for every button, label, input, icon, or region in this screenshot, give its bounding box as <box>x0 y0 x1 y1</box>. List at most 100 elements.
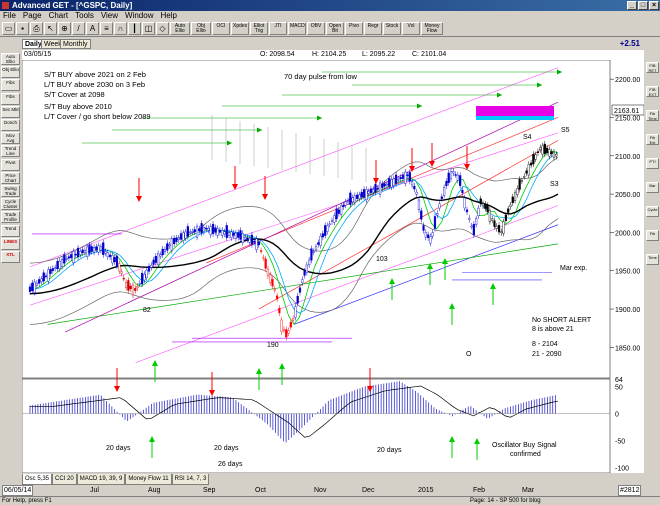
right-tool-4[interactable]: PTI <box>646 158 659 169</box>
tool-obv[interactable]: OBV <box>307 22 325 35</box>
sidebar-tool-12[interactable]: Trade Profile <box>1 211 20 224</box>
sidebar-tool-14[interactable]: LINES <box>1 237 20 250</box>
tool-stock[interactable]: Stock <box>383 22 401 35</box>
candle-body <box>479 198 482 205</box>
candle-body <box>44 275 48 278</box>
tool-obj-ellio[interactable]: Obj Ellio <box>191 22 211 35</box>
tool-money-flow[interactable]: Money Flow <box>421 22 443 35</box>
right-tool-3[interactable]: Fib Ext <box>646 134 659 145</box>
candle-body <box>92 247 96 253</box>
menu-window[interactable]: Window <box>125 11 154 20</box>
tab-monthly[interactable]: Monthly <box>60 39 91 49</box>
text-icon[interactable]: A <box>86 22 99 35</box>
sidebar-tool-9[interactable]: Price Chart <box>1 171 20 184</box>
right-tool-1[interactable]: FIB EXT <box>646 86 659 97</box>
save-icon[interactable]: ▪ <box>16 22 29 35</box>
sell-arrowhead <box>209 390 215 396</box>
candle-body <box>390 179 393 188</box>
candle-body <box>447 172 450 184</box>
sell-arrowhead <box>464 164 470 170</box>
sidebar-tool-4[interactable]: Sec Mkt <box>1 105 20 118</box>
cycle-icon[interactable]: ∩ <box>114 22 127 35</box>
pulse-arrowhead <box>497 92 502 98</box>
sidebar-tool-13[interactable]: Trend <box>1 224 20 237</box>
sidebar-tool-7[interactable]: Trend Line <box>1 145 20 158</box>
candle-body <box>136 286 139 288</box>
tab-money-flow[interactable]: Money Flow 11 <box>125 474 172 485</box>
print-icon[interactable]: ⎙ <box>30 22 43 35</box>
sidebar-tool-8[interactable]: Pivot <box>1 158 20 171</box>
menu-file[interactable]: File <box>3 11 16 20</box>
candle-body <box>250 234 254 245</box>
tab-macd[interactable]: MACD 19, 39, 9 <box>76 474 126 485</box>
osc-signal-line <box>30 385 559 438</box>
fib-icon[interactable]: ≡ <box>100 22 113 35</box>
candle-body <box>179 233 183 240</box>
tool-pivo[interactable]: Pivo <box>345 22 363 35</box>
candle-body <box>127 280 130 291</box>
sidebar-tool-0[interactable]: Auto Ellio <box>1 53 20 65</box>
sidebar-tool-5[interactable]: Donch <box>1 119 20 131</box>
sidebar-tool-1[interactable]: Obj Ellio <box>1 66 20 79</box>
candle-body <box>97 245 100 253</box>
tool-oci[interactable]: OCI <box>212 22 230 35</box>
candle-body <box>182 232 185 241</box>
tab-osc[interactable]: Osc 5,35 <box>22 474 53 485</box>
tool-elliot-trig[interactable]: Elliot Trig <box>250 22 268 35</box>
candle-body <box>317 242 320 245</box>
tool-auto-ellio[interactable]: Auto Ellio <box>170 22 190 35</box>
candle-body <box>529 162 533 166</box>
menu-page[interactable]: Page <box>22 11 42 20</box>
bar-icon[interactable]: ┃ <box>128 22 141 35</box>
cursor-icon[interactable]: ↖ <box>44 22 57 35</box>
candle-body <box>296 295 299 304</box>
osc-tick-label: 50 <box>615 385 623 392</box>
right-tool-2[interactable]: Fib Time <box>646 110 659 121</box>
trend-line <box>47 243 559 325</box>
menu-tools[interactable]: Tools <box>75 11 94 20</box>
sidebar-tool-11[interactable]: Cycle Cluster <box>1 198 20 211</box>
tool-open-bit[interactable]: Open Bit <box>326 22 344 35</box>
tab-rsi[interactable]: RSI 14, 7, 3 <box>171 474 210 485</box>
menu-chart[interactable]: Chart <box>48 11 69 20</box>
pivot-icon[interactable]: ◇ <box>156 22 169 35</box>
sidebar-tool-2[interactable]: Fibs <box>1 79 20 92</box>
tab-cci[interactable]: CCI 20 <box>52 474 77 485</box>
zoom-icon[interactable]: ⊕ <box>58 22 71 35</box>
open-icon[interactable]: ▭ <box>2 22 15 35</box>
right-tool-5[interactable]: Bar <box>646 182 659 193</box>
osc-tick-label: 64 <box>615 377 623 384</box>
line-icon[interactable]: / <box>72 22 85 35</box>
candle-body <box>243 236 247 240</box>
price-chart[interactable]: 2200.00 2150.00 2100.00 2050.00 2000.00 1950.… <box>21 59 645 474</box>
sidebar-tool-6[interactable]: Mov Avg <box>1 132 20 145</box>
sidebar-tool-15[interactable]: XTL <box>1 251 20 263</box>
high-value: H: 2104.25 <box>312 51 347 58</box>
right-tool-6[interactable]: Cycle <box>646 206 659 217</box>
sidebar-tool-3[interactable]: Fibs <box>1 92 20 105</box>
sell-arrowhead <box>373 178 379 184</box>
right-tool-0[interactable]: FIB RET <box>646 62 659 73</box>
tool-macd[interactable]: MACD <box>288 22 306 35</box>
alert-line-3: 8 - 2104 <box>532 341 558 348</box>
price-tick-label: 2000.00 <box>615 230 640 237</box>
menu-help[interactable]: Help <box>160 11 177 20</box>
date-label: 03/05/15 <box>24 51 52 58</box>
menu-view[interactable]: View <box>100 11 119 20</box>
maximize-button[interactable]: □ <box>638 1 648 10</box>
right-tool-8[interactable]: Time <box>646 254 659 265</box>
tool-jti[interactable]: JTI <box>269 22 287 35</box>
candle-body <box>33 281 36 293</box>
candle-body <box>166 243 169 251</box>
tool-xpdex[interactable]: Xpdex <box>231 22 249 35</box>
chart-area[interactable]: 2200.00 2150.00 2100.00 2050.00 2000.00 1950.… <box>21 59 645 474</box>
tool-regr[interactable]: Regr <box>364 22 382 35</box>
candle-body <box>497 225 501 233</box>
window-icon[interactable]: ◫ <box>142 22 155 35</box>
tool-vol[interactable]: Vol <box>402 22 420 35</box>
minimize-button[interactable]: _ <box>627 1 637 10</box>
sidebar-tool-10[interactable]: Swing Trade <box>1 185 20 197</box>
right-tool-7[interactable]: Fib <box>646 230 659 241</box>
candle-body <box>246 237 249 240</box>
close-button[interactable]: × <box>649 1 659 10</box>
